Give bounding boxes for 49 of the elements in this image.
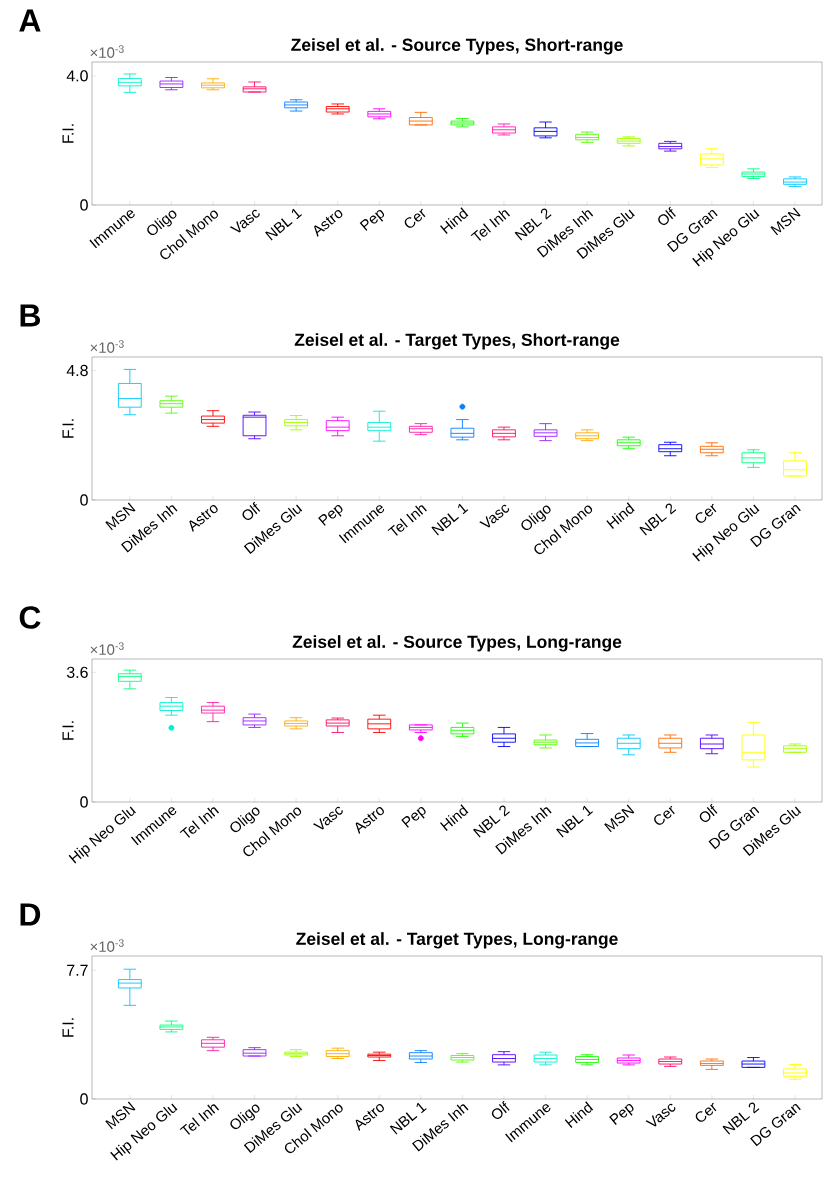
text: ×10$^{-3}$ — [90, 939, 124, 952]
x-tick-label: Tel Inh — [470, 210, 511, 241]
x-tick-label: NBL 2 — [722, 1102, 760, 1135]
y-tick-label: 7.7 — [67, 964, 88, 976]
y-tick-label: 0 — [80, 494, 88, 506]
x-tick-label: NBL 1 — [431, 503, 469, 536]
x-tick-label: Tel Inh — [179, 807, 220, 838]
x-tick-label: Vasc — [312, 806, 343, 830]
y-tick-label: 3.6 — [66, 666, 88, 678]
x-tick-label: Olf — [699, 803, 718, 822]
x-tick-label: Oligo — [147, 210, 177, 236]
y-tick-label: 0 — [80, 1093, 88, 1105]
y-tick-label: 0 — [80, 199, 88, 211]
x-tick-label: NBL 2 — [639, 503, 677, 536]
chart-title: Zeisel et al. - Target Types, Long-range — [296, 932, 618, 949]
text: ×10$^{-3}$ — [90, 642, 124, 655]
text: A — [19, 9, 41, 32]
chart-title: Zeisel et al. - Source Types, Long-range — [292, 635, 622, 652]
text: ×10$^{-3}$ — [90, 340, 124, 353]
chart-title: Zeisel et al. - Target Types, Short-range — [294, 333, 620, 350]
text: D — [20, 903, 41, 926]
x-tick-label: Oligo — [521, 505, 551, 531]
text: ×10$^{-3}$ — [90, 45, 124, 58]
y-tick-label: 4.8 — [66, 364, 88, 377]
chart-title: Zeisel et al. - Source Types, Short-range — [291, 38, 623, 55]
x-tick-label: Olf — [242, 501, 261, 520]
x-tick-label: Vasc — [479, 504, 510, 528]
text: C — [19, 606, 41, 629]
x-tick-label: Cer — [695, 1102, 717, 1122]
y-tick-label: 0 — [80, 796, 88, 808]
x-tick-label: Vasc — [645, 1103, 676, 1127]
x-tick-label: Tel Inh — [387, 505, 427, 536]
x-tick-label: Cer — [404, 208, 426, 228]
y-axis-title: F.I. — [62, 721, 74, 740]
y-axis-title: F.I. — [62, 419, 74, 438]
x-tick-label: NBL 1 — [265, 208, 303, 241]
x-tick-label: Pep — [609, 1103, 634, 1125]
x-tick-label: NBL 1 — [556, 805, 594, 838]
y-axis-title: F.I. — [62, 124, 74, 143]
x-tick-label: Pep — [359, 209, 385, 231]
y-axis-title: F.I. — [62, 1018, 74, 1037]
x-tick-label: Tel Inh — [179, 1104, 220, 1135]
x-tick-label: Olf — [658, 206, 676, 225]
y-tick-label: 4.0 — [66, 70, 88, 82]
x-tick-label: Pep — [401, 806, 426, 828]
x-tick-label: Cer — [695, 503, 717, 523]
text: B — [20, 304, 41, 327]
x-tick-label: Cer — [654, 805, 675, 825]
x-tick-label: Vasc — [229, 209, 260, 233]
